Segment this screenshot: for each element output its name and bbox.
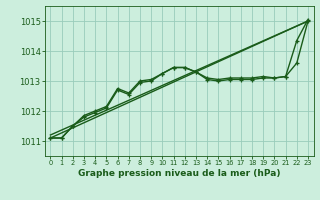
X-axis label: Graphe pression niveau de la mer (hPa): Graphe pression niveau de la mer (hPa) <box>78 169 280 178</box>
